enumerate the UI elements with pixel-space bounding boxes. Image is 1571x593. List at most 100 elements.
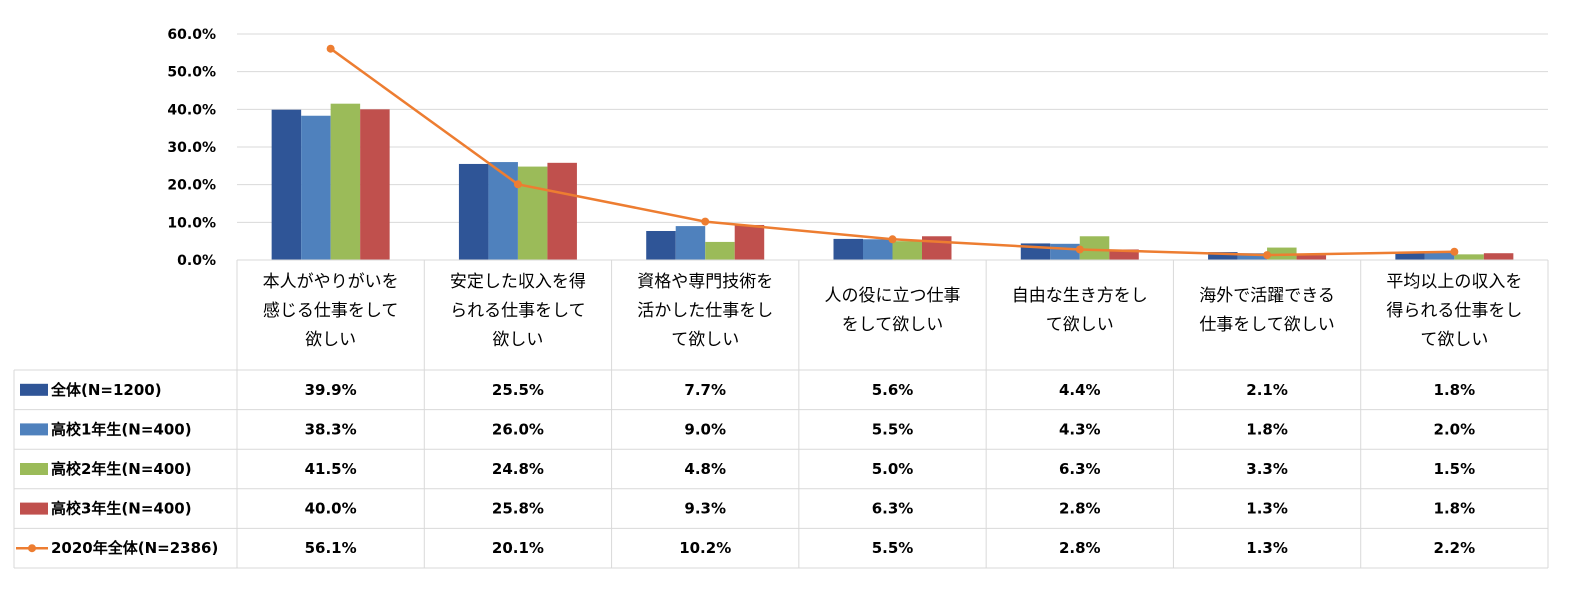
category-label: 自由な生き方をし て欲しい [986,262,1173,340]
data-label: 10.2% [679,539,731,557]
bar [330,103,361,260]
data-label: 6.3% [1059,460,1101,478]
bar [1483,253,1514,260]
y-tick-label: 60.0% [167,27,216,43]
category-label-line: 人の役に立つ仕事 [824,286,961,306]
y-tick-label: 10.0% [167,215,216,231]
data-label: 25.8% [492,500,544,518]
category-label-line: 本人がやりがいを [262,272,399,292]
y-tick-label: 40.0% [167,102,216,118]
category-label: 人の役に立つ仕事 をして欲しい [799,262,986,340]
category-label-line: 自由な生き方をし [1011,286,1148,306]
category-label-line: をして欲しい [841,315,944,335]
bar [271,109,302,261]
data-label: 7.7% [684,381,726,399]
line-point [888,235,897,244]
data-label: 4.8% [684,460,726,478]
category-label-line: 活かした仕事をし [637,301,774,321]
bar [517,166,548,260]
data-label: 25.5% [492,381,544,399]
category-label-line: 資格や専門技術を [637,272,774,292]
y-tick-label: 30.0% [167,140,216,156]
y-tick-label: 0.0% [177,253,216,269]
data-label: 40.0% [305,500,357,518]
data-label: 24.8% [492,460,544,478]
bar [833,238,863,260]
category-label: 海外で活躍できる 仕事をして欲しい [1173,262,1360,340]
category-label: 平均以上の収入を 得られる仕事をし て欲しい [1361,262,1548,355]
category-label-line: 仕事をして欲しい [1199,315,1335,335]
legend-key-bar [20,423,48,436]
bar [1208,252,1238,260]
category-label: 資格や専門技術を 活かした仕事をし て欲しい [612,262,799,355]
legend-key-bar [20,463,48,475]
category-label-line: て欲しい [1420,330,1489,350]
bar [301,115,331,260]
category-label-line: て欲しい [1045,315,1114,335]
bar [1395,253,1425,260]
category-label-line: 安定した収入を得 [449,272,586,292]
data-label: 39.9% [305,381,357,399]
data-label: 56.1% [305,539,357,557]
data-label: 3.3% [1246,460,1288,478]
bar [1237,253,1268,260]
line-point [513,180,522,189]
bar [1424,252,1455,260]
data-label: 1.5% [1434,460,1476,478]
data-label: 4.4% [1059,381,1101,399]
line-point [326,44,335,53]
bar [646,230,676,260]
bar [734,224,765,260]
series-name: 高校1年生(N=400) [51,420,192,438]
data-label: 5.6% [872,381,914,399]
line-point [1075,245,1084,254]
category-label-line: 海外で活躍できる [1199,286,1335,306]
legend-key-bar [20,383,48,396]
data-label: 2.2% [1434,539,1476,557]
data-label: 1.8% [1434,500,1476,518]
category-label: 本人がやりがいを 感じる仕事をして 欲しい [237,262,424,355]
category-label: 安定した収入を得 られる仕事をして 欲しい [424,262,611,355]
series-name: 2020年全体(N=2386) [51,539,218,557]
bar [892,241,922,260]
legend-key-marker [28,544,36,553]
line-point [1450,247,1459,256]
bar [488,162,518,260]
data-label: 2.8% [1059,539,1101,557]
category-label-line: 平均以上の収入を [1386,272,1523,292]
data-label: 2.0% [1434,420,1476,438]
bar [547,162,577,260]
data-label: 4.3% [1059,420,1101,438]
category-label-line: 感じる仕事をして [262,301,399,321]
bar [1296,255,1327,260]
bar [922,236,952,260]
data-label: 1.3% [1246,500,1288,518]
data-label: 5.0% [872,460,914,478]
bar [360,109,390,260]
data-label: 26.0% [492,420,544,438]
bar [675,226,706,260]
bar [458,163,489,260]
data-label: 2.1% [1246,381,1288,399]
data-label: 1.3% [1246,539,1288,557]
category-label-line: 欲しい [305,330,357,350]
data-label: 5.5% [872,420,914,438]
data-label: 1.8% [1246,420,1288,438]
bar [1079,236,1110,260]
bar [1050,243,1080,260]
data-label: 41.5% [305,460,357,478]
data-label: 9.3% [684,500,726,518]
bar [705,241,735,260]
legend-key-bar [20,502,48,515]
bar [1454,254,1484,260]
bar [1109,249,1139,260]
category-label-line: 欲しい [492,330,544,350]
series-name: 高校2年生(N=400) [51,460,192,478]
data-label: 9.0% [684,420,726,438]
